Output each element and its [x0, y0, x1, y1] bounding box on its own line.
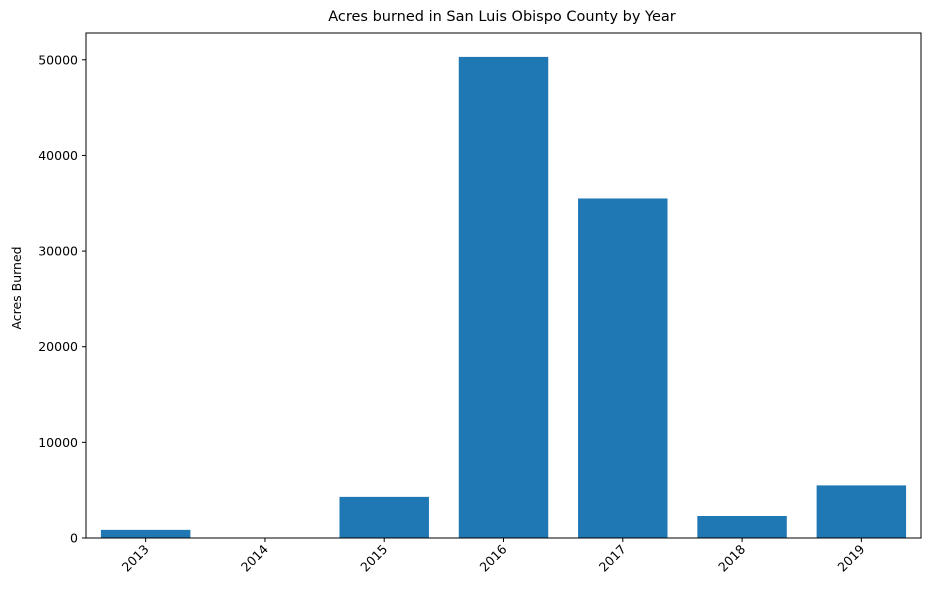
x-tick-label: 2015	[357, 542, 390, 575]
x-ticks-group: 2013 2014 2015 2016 2017 2018 2019	[119, 538, 868, 575]
x-tick-label: 2016	[477, 541, 510, 574]
chart-title: Acres burned in San Luis Obispo County b…	[328, 9, 676, 25]
y-tick-label: 0	[70, 531, 78, 546]
bar-2013	[100, 529, 191, 538]
x-tick-label: 2017	[596, 542, 629, 575]
y-tick-label: 40000	[38, 148, 78, 163]
y-axis-label: Acres Burned	[9, 246, 24, 329]
bars-group	[100, 56, 907, 539]
y-ticks-group: 0 10000 20000 30000 40000 50000	[38, 52, 86, 546]
bar-2019	[816, 485, 907, 538]
bar-2018	[697, 516, 787, 538]
bar-2017	[578, 198, 668, 538]
bar-2015	[339, 496, 429, 538]
y-tick-label: 20000	[38, 339, 78, 354]
y-tick-label: 50000	[38, 52, 78, 67]
x-tick-label: 2019	[834, 541, 867, 574]
bar-2016	[458, 56, 549, 539]
y-tick-label: 30000	[38, 244, 78, 259]
plot-frame	[85, 32, 922, 539]
x-tick-label: 2013	[119, 542, 152, 575]
y-tick-label: 10000	[38, 435, 78, 450]
x-tick-label: 2014	[238, 541, 271, 574]
x-tick-label: 2018	[715, 541, 748, 574]
